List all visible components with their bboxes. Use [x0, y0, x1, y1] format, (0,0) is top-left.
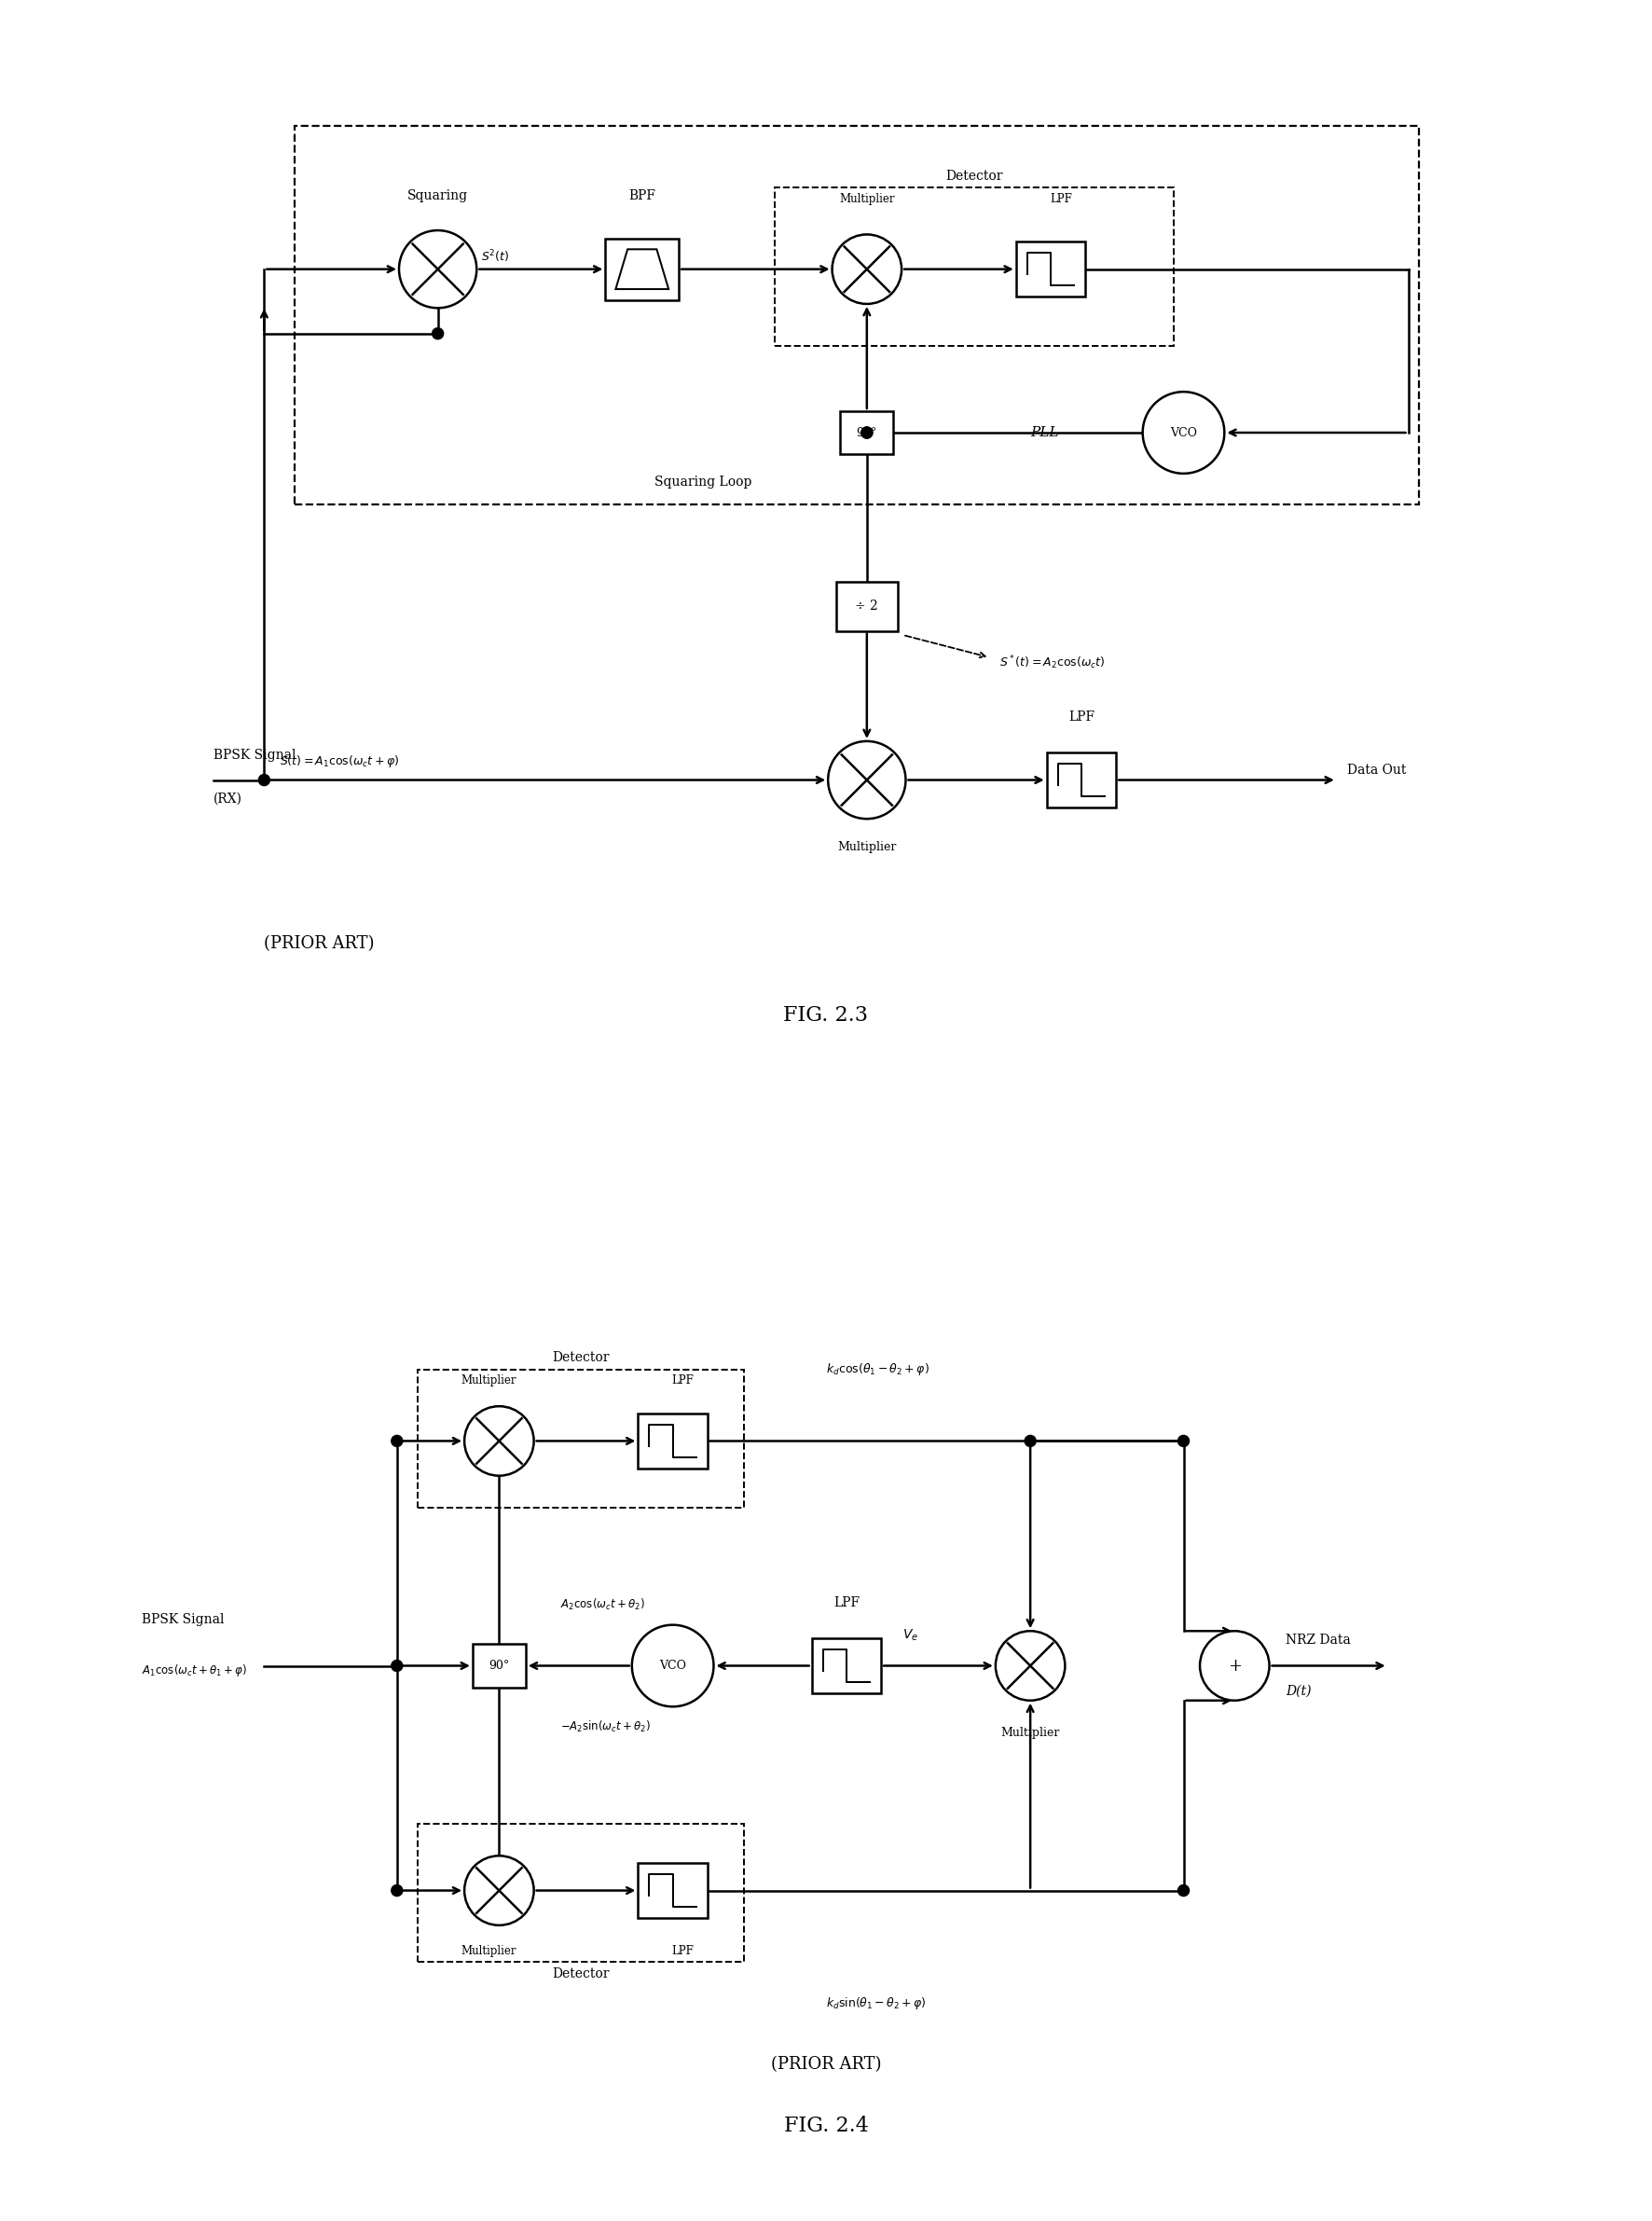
Text: Multiplier: Multiplier	[839, 193, 895, 204]
Text: VCO: VCO	[1170, 426, 1198, 440]
Text: $S^*(t) = A_2\cos(\omega_c t)$: $S^*(t) = A_2\cos(\omega_c t)$	[999, 653, 1105, 671]
Text: $V_e$: $V_e$	[902, 1628, 919, 1644]
Text: +: +	[1227, 1657, 1242, 1675]
Text: $-A_2\sin(\omega_c t+\theta_2)$: $-A_2\sin(\omega_c t+\theta_2)$	[560, 1719, 651, 1735]
Text: $k_d\sin(\theta_1 - \theta_2 + \varphi)$: $k_d\sin(\theta_1 - \theta_2 + \varphi)$	[826, 1994, 927, 2010]
Circle shape	[996, 1630, 1066, 1701]
Text: BPSK Signal: BPSK Signal	[213, 748, 296, 762]
Text: D(t): D(t)	[1285, 1686, 1312, 1697]
Circle shape	[828, 742, 905, 820]
Text: Multiplier: Multiplier	[838, 842, 897, 853]
Bar	[638, 1413, 707, 1468]
Text: Detector: Detector	[552, 1968, 610, 1981]
Bar	[841, 411, 894, 453]
Text: 90°: 90°	[856, 426, 877, 440]
Bar	[775, 187, 1173, 346]
Circle shape	[433, 329, 443, 340]
Text: Detector: Detector	[945, 169, 1003, 182]
Text: Multiplier: Multiplier	[461, 1375, 517, 1386]
Text: (PRIOR ART): (PRIOR ART)	[264, 935, 375, 953]
Bar	[1047, 753, 1117, 808]
Text: FIG. 2.3: FIG. 2.3	[783, 1004, 869, 1026]
Circle shape	[392, 1886, 403, 1897]
Circle shape	[392, 1659, 403, 1672]
Text: ÷ 2: ÷ 2	[856, 600, 879, 613]
Circle shape	[400, 231, 477, 309]
Circle shape	[1199, 1630, 1269, 1701]
Text: $S^2(t)$: $S^2(t)$	[481, 249, 509, 264]
Circle shape	[633, 1626, 714, 1706]
Circle shape	[861, 426, 872, 438]
Circle shape	[1178, 1435, 1189, 1446]
Bar	[1016, 242, 1085, 298]
Text: PLL: PLL	[1031, 426, 1059, 440]
Circle shape	[1143, 391, 1224, 473]
Text: BPF: BPF	[629, 189, 656, 202]
Circle shape	[833, 235, 902, 304]
Text: VCO: VCO	[659, 1659, 686, 1672]
Circle shape	[464, 1857, 534, 1926]
Text: BPSK Signal: BPSK Signal	[142, 1612, 225, 1626]
Circle shape	[392, 1435, 403, 1446]
Text: Multiplier: Multiplier	[1001, 1728, 1061, 1739]
Polygon shape	[616, 249, 669, 289]
Text: $A_1\cos(\omega_c t+\theta_1+\varphi)$: $A_1\cos(\omega_c t+\theta_1+\varphi)$	[142, 1664, 246, 1679]
Text: (PRIOR ART): (PRIOR ART)	[771, 2057, 881, 2072]
Text: Data Out: Data Out	[1346, 764, 1406, 777]
Bar	[418, 1823, 745, 1961]
Text: $A_2\cos(\omega_c t+\theta_2)$: $A_2\cos(\omega_c t+\theta_2)$	[560, 1597, 644, 1612]
Text: $S(t) = A_1\cos(\omega_c t + \varphi)$: $S(t) = A_1\cos(\omega_c t + \varphi)$	[279, 753, 400, 768]
Text: Multiplier: Multiplier	[461, 1946, 517, 1957]
Text: LPF: LPF	[833, 1597, 859, 1610]
Circle shape	[1178, 1886, 1189, 1897]
Circle shape	[861, 426, 872, 438]
Text: Squaring: Squaring	[408, 189, 468, 202]
Bar	[605, 238, 679, 300]
Bar	[638, 1863, 707, 1919]
Text: $k_d\cos(\theta_1 - \theta_2 + \varphi)$: $k_d\cos(\theta_1 - \theta_2 + \varphi)$	[826, 1361, 930, 1377]
Bar	[811, 1639, 881, 1692]
Text: Squaring Loop: Squaring Loop	[654, 475, 752, 489]
Bar	[836, 582, 897, 631]
Text: 90°: 90°	[489, 1659, 509, 1672]
Circle shape	[1024, 1435, 1036, 1446]
Bar	[472, 1644, 525, 1688]
Text: LPF: LPF	[672, 1375, 694, 1386]
Text: Detector: Detector	[552, 1350, 610, 1364]
Bar	[294, 127, 1419, 504]
Text: FIG. 2.4: FIG. 2.4	[783, 2114, 869, 2137]
Text: LPF: LPF	[1049, 193, 1072, 204]
Text: LPF: LPF	[1069, 711, 1095, 724]
Circle shape	[464, 1406, 534, 1475]
Text: NRZ Data: NRZ Data	[1285, 1635, 1351, 1646]
Text: LPF: LPF	[672, 1946, 694, 1957]
Text: (RX): (RX)	[213, 793, 241, 806]
Bar	[418, 1370, 745, 1508]
Circle shape	[259, 775, 269, 786]
